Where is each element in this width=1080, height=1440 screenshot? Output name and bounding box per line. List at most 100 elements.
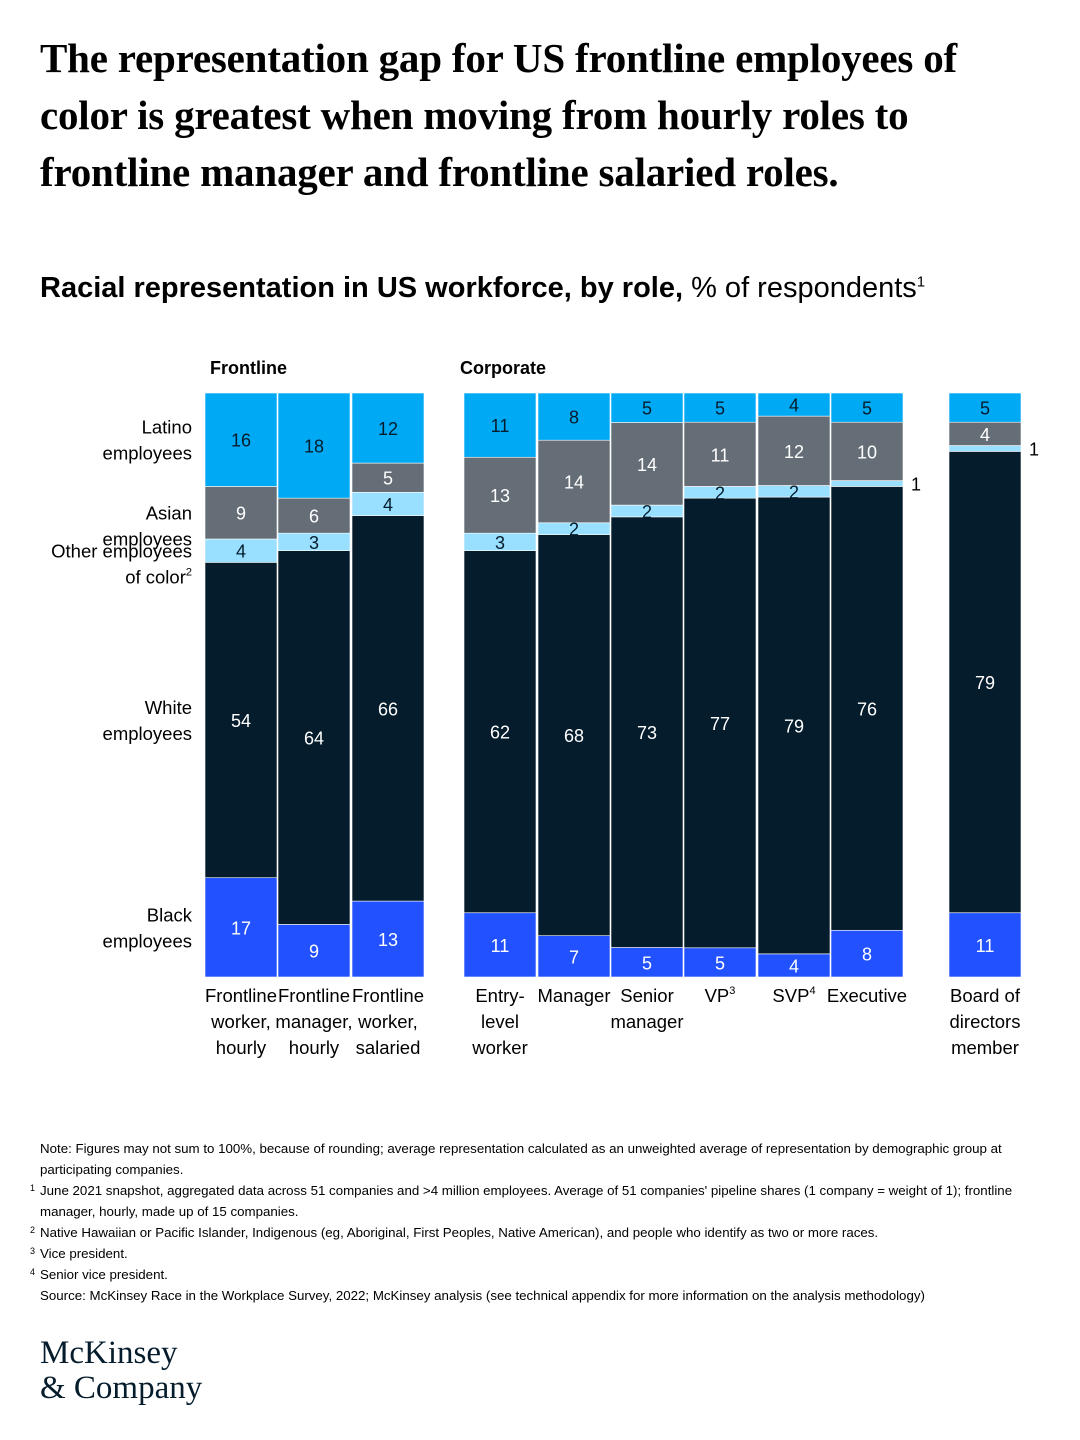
chart-subtitle: Racial representation in US workforce, b… (40, 272, 925, 305)
value-label: 54 (231, 711, 251, 731)
value-label: 2 (789, 482, 799, 502)
bar-asian-employees-senior-manager (610, 422, 684, 506)
value-label: 9 (309, 942, 319, 962)
note-text: Note: Figures may not sum to 100%, becau… (40, 1141, 1002, 1177)
value-label: 2 (642, 502, 652, 522)
series-label-latino-employees: Latino employees (103, 417, 192, 464)
value-label: 5 (642, 953, 652, 973)
bar-white-employees-vp (683, 497, 757, 949)
logo-line-2: & Company (40, 1370, 203, 1406)
value-label: 12 (784, 442, 804, 462)
bar-asian-employees-manager (537, 439, 611, 524)
group-label-frontline: Frontline (210, 358, 287, 378)
source-text: Source: McKinsey Race in the Workplace S… (40, 1288, 925, 1303)
footnote-1: 1 June 2021 snapshot, aggregated data acr… (30, 1183, 1013, 1219)
category-label-manager: Manager (537, 985, 610, 1006)
category-label-board-of-directors-member: Board of directors member (950, 985, 1021, 1058)
bar-black-employees-manager (537, 935, 611, 978)
subtitle-unit: % of respondents (691, 272, 917, 304)
value-label: 2 (715, 483, 725, 503)
bar-black-employees-entry-level-worker (463, 912, 537, 978)
bar-other-employees-of-color-board-of-directors-member (948, 445, 1022, 452)
value-label: 5 (715, 399, 725, 419)
value-label: 4 (789, 396, 799, 416)
value-label: 5 (383, 469, 393, 489)
footnote-4: 4 Senior vice president. (30, 1267, 168, 1282)
group-label-corporate: Corporate (460, 358, 546, 378)
value-label: 13 (378, 930, 398, 950)
value-label: 5 (980, 399, 990, 419)
bar-white-employees-manager (537, 534, 611, 937)
value-label: 5 (642, 399, 652, 419)
bar-white-employees-svp (757, 496, 831, 955)
bar-white-employees-frontline-worker-salaried (351, 515, 425, 902)
bar-asian-employees-frontline-manager-hourly (277, 497, 351, 534)
value-label: 5 (862, 399, 872, 419)
bar-asian-employees-svp (757, 415, 831, 486)
value-label: 12 (378, 419, 398, 439)
value-label: 5 (715, 953, 725, 973)
bar-white-employees-board-of-directors-member (948, 451, 1022, 914)
category-label-svp: SVP4 (772, 985, 815, 1006)
subtitle-footnote-mark: 1 (916, 273, 926, 291)
bar-black-employees-frontline-worker-salaried (351, 900, 425, 978)
value-label: 3 (309, 533, 319, 553)
value-label: 4 (789, 956, 799, 976)
value-label: 2 (569, 520, 579, 540)
category-label-executive: Executive (827, 985, 907, 1006)
bar-asian-employees-executive (830, 421, 904, 481)
value-label: 6 (309, 507, 319, 527)
value-label: 4 (236, 542, 246, 562)
value-label: 18 (304, 437, 324, 457)
value-label: 11 (491, 416, 510, 436)
bar-white-employees-frontline-worker-hourly (204, 562, 278, 879)
value-label-outside: 1 (911, 475, 921, 495)
bar-white-employees-executive (830, 486, 904, 931)
value-label: 66 (378, 699, 398, 719)
bar-black-employees-board-of-directors-member (948, 912, 1022, 978)
value-label: 68 (564, 726, 584, 746)
value-label: 79 (784, 716, 804, 736)
value-label: 64 (304, 729, 324, 749)
category-label-vp: VP3 (705, 985, 736, 1006)
value-label: 62 (490, 723, 510, 743)
bar-latino-employees-manager (537, 392, 611, 441)
value-label: 77 (710, 714, 730, 734)
value-label: 3 (495, 533, 505, 553)
bar-latino-employees-vp (683, 392, 757, 423)
value-label: 9 (236, 504, 246, 524)
bar-black-employees-senior-manager (610, 947, 684, 978)
value-label: 11 (976, 936, 995, 956)
bar-latino-employees-executive (830, 392, 904, 423)
value-label: 17 (231, 918, 251, 938)
value-label: 10 (857, 442, 877, 462)
notes: Note: Figures may not sum to 100%, becau… (30, 1138, 1050, 1306)
category-label-entry-level-worker: Entry-level worker (471, 985, 528, 1058)
value-label: 14 (564, 472, 584, 492)
value-label: 14 (637, 455, 657, 475)
bar-latino-employees-senior-manager (610, 392, 684, 423)
value-label: 8 (569, 408, 579, 428)
category-label-frontline-manager-hourly: Frontline manager, hourly (275, 985, 352, 1058)
mckinsey-logo: McKinsey & Company (40, 1336, 202, 1406)
value-label: 4 (383, 495, 393, 515)
value-label: 13 (490, 486, 510, 506)
logo-line-1: McKinsey (40, 1335, 178, 1371)
bar-latino-employees-frontline-manager-hourly (277, 392, 351, 499)
bar-white-employees-entry-level-worker (463, 550, 537, 914)
series-label-white-employees: White employees (103, 697, 192, 744)
value-label: 4 (980, 425, 990, 445)
bar-latino-employees-board-of-directors-member (948, 392, 1022, 423)
series-label-asian-employees: Asian employees (103, 503, 192, 550)
bar-black-employees-frontline-manager-hourly (277, 924, 351, 978)
bar-latino-employees-frontline-worker-salaried (351, 392, 425, 464)
value-label: 16 (231, 431, 251, 451)
category-label-frontline-worker-hourly: Frontline worker, hourly (205, 985, 277, 1058)
value-label: 7 (569, 947, 579, 967)
value-label: 76 (857, 699, 877, 719)
bar-other-employees-of-color-executive (830, 480, 904, 487)
value-label: 11 (491, 936, 510, 956)
bar-asian-employees-vp (683, 421, 757, 487)
footnote-3: 3 Vice president. (30, 1246, 128, 1261)
